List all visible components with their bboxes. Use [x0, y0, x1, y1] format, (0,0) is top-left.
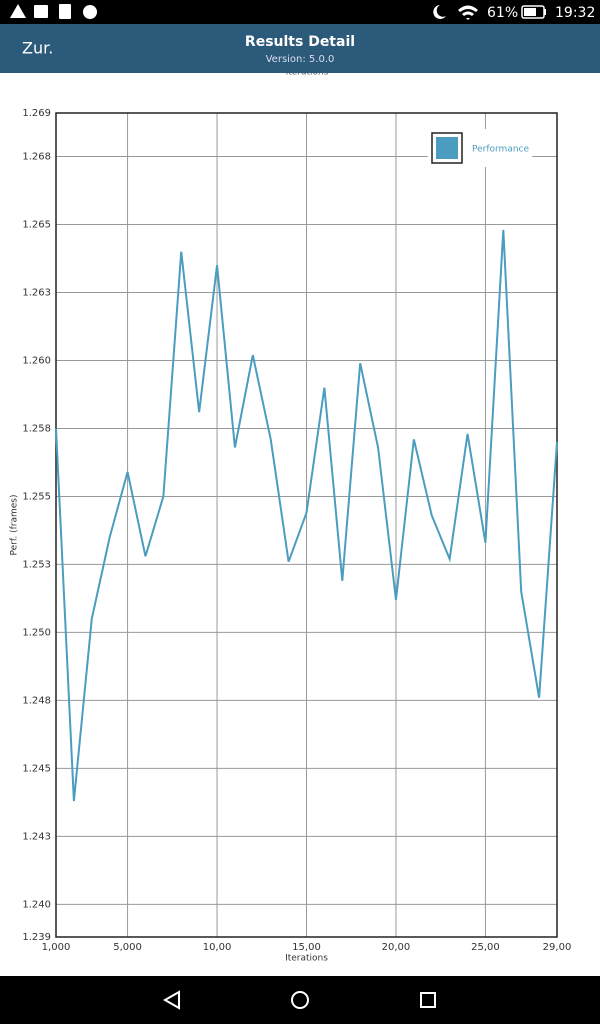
x-tick-label: 15,00 [292, 942, 321, 953]
nav-bar [0, 976, 600, 1024]
y-tick-label: 1.245 [22, 763, 51, 774]
status-icons [10, 4, 546, 20]
subtitle: Version: 5.0.0 [266, 54, 335, 65]
x-tick-label: 25,00 [471, 942, 500, 953]
legend-swatch [436, 137, 458, 159]
status-bar [0, 0, 600, 24]
x-tick-label: 20,00 [382, 942, 411, 953]
y-tick-label: 1.263 [22, 287, 51, 298]
back-button[interactable]: Zur. [22, 39, 53, 58]
title: Results Detail [245, 34, 355, 50]
y-tick-label: 1.260 [22, 355, 51, 366]
y-tick-label: 1.243 [22, 831, 51, 842]
y-tick-label: 1.250 [22, 627, 51, 638]
battery-level: 61% [487, 5, 518, 21]
x-tick-label: 10,00 [203, 942, 232, 953]
y-tick-label: 1.258 [22, 423, 51, 434]
y-tick-label: 1.248 [22, 695, 51, 706]
nav-back[interactable] [162, 990, 180, 1010]
y-tick-label: 1.268 [22, 152, 51, 163]
nav-home[interactable] [291, 991, 309, 1009]
y-tick-label: 1.240 [22, 899, 51, 910]
y-tick-label: 1.255 [22, 491, 51, 502]
x-tick-label: 29,00 [543, 942, 572, 953]
x-axis-label: Iterations [285, 954, 328, 964]
legend-label: Performance [472, 145, 529, 155]
nav-recents[interactable] [420, 992, 436, 1008]
y-tick-label: 1.239 [22, 932, 51, 943]
data-line [55, 229, 558, 802]
y-tick-label: 1.265 [22, 219, 51, 230]
app-bar [0, 24, 600, 73]
chart: 1.239 1.240 1.243 1.245 1.248 1.250 1.253 1.255… [10, 108, 572, 964]
y-tick-label: 1.269 [22, 108, 51, 119]
y-tick-label: 1.253 [22, 559, 51, 570]
x-tick-label: 5,000 [113, 942, 142, 953]
y-axis-label: Perf. (frames) [10, 495, 20, 556]
clock: 19:32 [555, 5, 595, 21]
plot-frame [55, 112, 558, 938]
x-tick-label: 1,000 [42, 942, 71, 953]
